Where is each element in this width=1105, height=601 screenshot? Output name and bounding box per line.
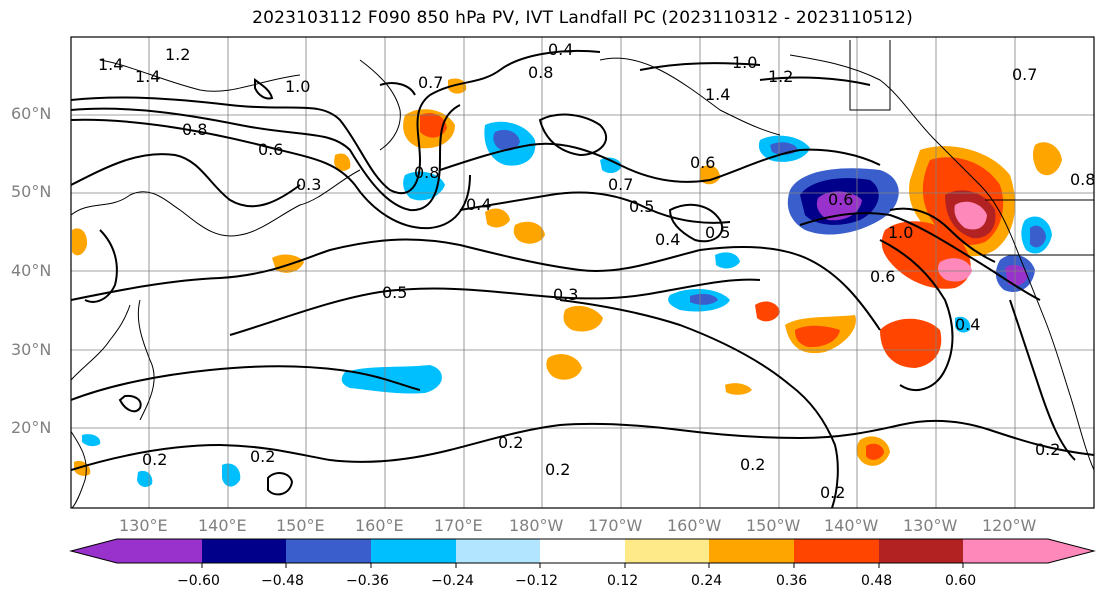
contour-label: 0.3 (553, 285, 578, 304)
contour-label: 0.2 (250, 447, 275, 466)
colorbar-segment (540, 539, 625, 563)
lat-label: 20°N (11, 418, 52, 437)
colorbar-tick-label: 0.60 (945, 573, 977, 589)
contour-label: 0.4 (466, 195, 491, 214)
colorbar-segment (286, 539, 371, 563)
contour-label: 1.4 (705, 85, 730, 104)
lon-label: 150°E (276, 516, 325, 535)
contour-label: 0.6 (258, 140, 283, 159)
lon-label: 180°W (509, 516, 564, 535)
colorbar-segment (117, 539, 202, 563)
pv-contours (71, 49, 1094, 508)
contour-label: 0.4 (955, 315, 980, 334)
colorbar-segment (794, 539, 879, 563)
contour-label: 0.4 (655, 230, 680, 249)
colorbar-tick-label: −0.48 (261, 573, 304, 589)
contour-label: 1.2 (768, 67, 793, 86)
coastlines (71, 40, 1094, 508)
lon-label: 170°E (434, 516, 483, 535)
contour-label: 1.0 (888, 223, 913, 242)
colorbar (69, 538, 1096, 568)
pv-anomaly-fills (72, 78, 1062, 487)
colorbar-segment (709, 539, 794, 563)
contour-labels: 1.4 1.4 1.2 1.0 0.7 0.4 0.8 1.0 1.2 1.4 … (98, 40, 1095, 502)
colorbar-segment (71, 539, 117, 563)
contour-label: 0.2 (820, 483, 845, 502)
lat-label: 50°N (11, 182, 52, 201)
contour-label: 0.5 (382, 283, 407, 302)
colorbar-tick-label: 0.36 (776, 573, 808, 589)
contour-label: 0.2 (142, 450, 167, 469)
lon-label: 160°E (355, 516, 404, 535)
colorbar-segment (1048, 539, 1094, 563)
colorbar-tick-label: −0.60 (177, 573, 220, 589)
contour-label: 0.3 (296, 175, 321, 194)
contour-label: 0.2 (740, 455, 765, 474)
lon-label: 130°W (903, 516, 958, 535)
colorbar-segment (456, 539, 540, 563)
colorbar-segment (202, 539, 286, 563)
contour-label: 0.6 (870, 267, 895, 286)
contour-label: 0.4 (548, 40, 573, 59)
lat-label: 60°N (11, 104, 52, 123)
contour-label: 0.8 (414, 163, 439, 182)
lon-label: 140°W (824, 516, 879, 535)
lat-label: 30°N (11, 340, 52, 359)
contour-label: 0.7 (608, 175, 633, 194)
contour-label: 0.5 (629, 197, 654, 216)
colorbar-tick-label: 0.24 (691, 573, 723, 589)
lon-label: 120°W (982, 516, 1037, 535)
lon-label: 130°E (119, 516, 168, 535)
lon-label: 170°W (588, 516, 643, 535)
contour-label: 0.6 (690, 153, 715, 172)
lat-label: 40°N (11, 261, 52, 280)
lon-label: 140°E (198, 516, 247, 535)
contour-label: 0.2 (498, 433, 523, 452)
contour-label: 1.4 (98, 55, 123, 74)
contour-label: 0.8 (528, 63, 553, 82)
colorbar-tick-label: −0.12 (515, 573, 558, 589)
contour-label: 0.6 (828, 190, 853, 209)
contour-label: 0.8 (1070, 170, 1095, 189)
map-frame (70, 36, 1095, 509)
colorbar-tick-label: −0.24 (431, 573, 474, 589)
contour-label: 0.7 (1012, 65, 1037, 84)
colorbar-segment (879, 539, 963, 563)
contour-label: 1.0 (732, 53, 757, 72)
colorbar-tick-label: −0.36 (346, 573, 389, 589)
lat-lon-grid (71, 37, 1094, 508)
contour-label: 1.0 (285, 77, 310, 96)
colorbar-tick-label: 0.12 (607, 573, 639, 589)
contour-label: 0.2 (1035, 440, 1060, 459)
contour-label: 0.7 (418, 73, 443, 92)
colorbar-tick-label: 0.48 (861, 573, 893, 589)
colorbar-segment (625, 539, 709, 563)
contour-label: 0.5 (705, 223, 730, 242)
contour-label: 0.2 (545, 460, 570, 479)
map-title: 2023103112 F090 850 hPa PV, IVT Landfall… (252, 8, 913, 28)
contour-label: 1.2 (165, 45, 190, 64)
lon-label: 150°W (746, 516, 801, 535)
contour-label: 0.8 (182, 120, 207, 139)
colorbar-segment (963, 539, 1048, 563)
lon-label: 160°W (667, 516, 722, 535)
colorbar-segment (371, 539, 456, 563)
contour-label: 1.4 (135, 67, 160, 86)
